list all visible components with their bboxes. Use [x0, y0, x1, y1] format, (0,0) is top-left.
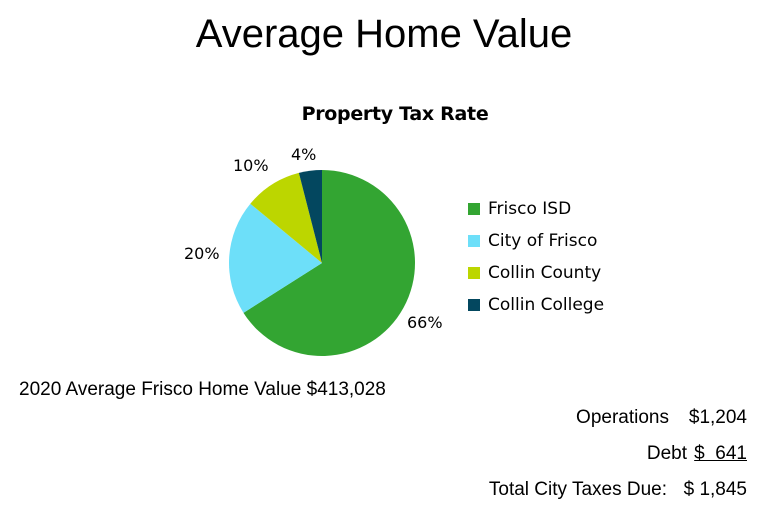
total-row: Total City Taxes Due: $ 1,845 — [489, 472, 747, 508]
debt-row: Debt $ 641 — [489, 436, 747, 472]
operations-row: Operations $1,204 — [489, 400, 747, 436]
legend-label: Collin College — [488, 295, 605, 315]
slice-label-city-of-frisco: 20% — [184, 244, 220, 263]
chart-title: Property Tax Rate — [301, 103, 489, 125]
operations-label: Operations — [576, 407, 669, 428]
slice-collin-county — [250, 172, 322, 263]
legend-swatch-icon — [468, 299, 480, 311]
legend-item-collin-college: Collin College — [468, 289, 604, 321]
legend-item-city-of-frisco: City of Frisco — [468, 225, 604, 257]
operations-amount: $1,204 — [688, 407, 747, 428]
page-title: Average Home Value — [195, 12, 573, 56]
debt-amount: $ 641 — [694, 443, 747, 464]
slice-label-frisco-isd: 66% — [407, 313, 443, 332]
tax-breakdown: Operations $1,204 Debt $ 641 Total City … — [489, 400, 747, 508]
slice-label-collin-college: 4% — [291, 145, 317, 164]
chart-legend: Frisco ISD City of Frisco Collin County … — [468, 193, 604, 321]
home-value-text: 2020 Average Frisco Home Value $413,028 — [19, 379, 386, 400]
legend-label: Collin County — [488, 263, 602, 283]
legend-item-frisco-isd: Frisco ISD — [468, 193, 604, 225]
legend-swatch-icon — [468, 235, 480, 247]
legend-label: Frisco ISD — [488, 199, 572, 219]
legend-swatch-icon — [468, 267, 480, 279]
legend-swatch-icon — [468, 203, 480, 215]
total-amount: $ 1,845 — [683, 479, 747, 500]
slice-collin-college — [298, 170, 322, 263]
legend-label: City of Frisco — [488, 231, 598, 251]
slice-city-of-frisco — [229, 203, 322, 313]
slice-frisco-isd — [243, 170, 416, 356]
debt-label: Debt — [646, 443, 687, 464]
slice-label-collin-county: 10% — [233, 156, 269, 175]
total-label: Total City Taxes Due: — [488, 479, 667, 500]
legend-item-collin-county: Collin County — [468, 257, 604, 289]
